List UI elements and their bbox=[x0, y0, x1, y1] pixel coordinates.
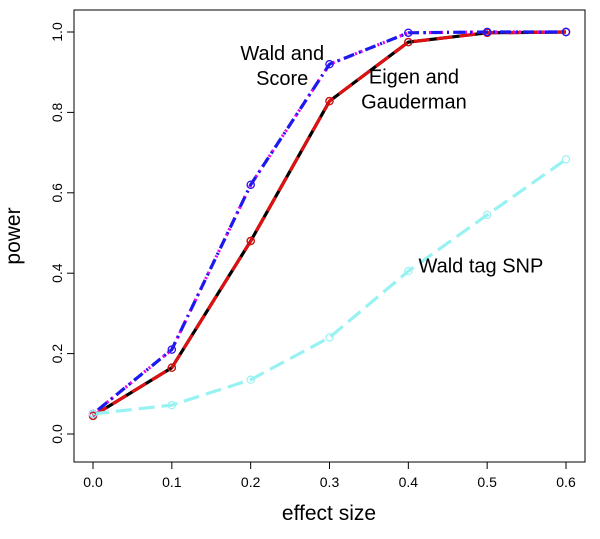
y-tick-label: 0.4 bbox=[49, 263, 65, 283]
y-axis: 0.0 0.2 0.4 0.6 0.8 1.0 bbox=[49, 22, 75, 444]
series-4-point bbox=[404, 267, 413, 276]
series-1-point bbox=[404, 37, 413, 47]
y-tick-label: 0.6 bbox=[49, 183, 65, 203]
annotation-line: Wald tag SNP bbox=[418, 255, 543, 277]
annotation-line: Score bbox=[256, 68, 308, 90]
y-tick-label: 0.0 bbox=[49, 424, 65, 444]
series-4-point bbox=[483, 210, 492, 220]
series-4-point bbox=[325, 333, 334, 342]
series-3-point bbox=[167, 345, 176, 354]
annotation-label: Eigen and Gauderman bbox=[361, 67, 467, 114]
x-tick-label: 0.6 bbox=[556, 474, 576, 490]
series-4-point bbox=[246, 375, 255, 384]
series-3-point bbox=[483, 27, 492, 37]
series-4-point bbox=[88, 409, 98, 419]
x-tick-label: 0.5 bbox=[477, 474, 497, 490]
series-1-point bbox=[246, 236, 255, 246]
series-line-4 bbox=[92, 158, 567, 416]
annotation-line: Wald and bbox=[240, 43, 324, 65]
series-3-point bbox=[246, 180, 255, 189]
x-tick-label: 0.3 bbox=[320, 474, 340, 490]
x-tick-label: 0.2 bbox=[241, 474, 261, 490]
y-tick-label: 1.0 bbox=[49, 22, 65, 42]
y-tick-label: 0.2 bbox=[49, 344, 65, 364]
x-tick-label: 0.4 bbox=[399, 474, 419, 490]
x-tick-label: 0.0 bbox=[83, 474, 103, 490]
x-axis: 0.0 0.1 0.2 0.3 0.4 0.5 0.6 bbox=[83, 461, 576, 490]
series-1-point bbox=[167, 363, 176, 372]
series-3-point bbox=[404, 28, 413, 37]
annotation-label: Wald tag SNP bbox=[418, 255, 543, 277]
y-tick-label: 0.8 bbox=[49, 102, 65, 122]
series-3-point bbox=[561, 27, 571, 37]
series-layer bbox=[88, 27, 571, 421]
x-axis-title: effect size bbox=[282, 502, 376, 525]
annotation-label: Wald and Score bbox=[240, 43, 324, 90]
plot-frame bbox=[73, 9, 586, 463]
series-line-1 bbox=[92, 30, 567, 418]
series-4-point bbox=[167, 400, 176, 410]
series-3-point bbox=[325, 59, 334, 69]
series-line-0 bbox=[92, 30, 567, 418]
series-4-point bbox=[561, 155, 571, 164]
annotation-layer: Wald and Score Eigen and Gauderman Wald tag … bbox=[240, 43, 543, 277]
series-1-point bbox=[325, 96, 334, 106]
annotation-line: Eigen and bbox=[369, 67, 459, 89]
y-axis-title: power bbox=[2, 207, 25, 264]
x-tick-label: 0.1 bbox=[162, 474, 182, 490]
series-line-3 bbox=[91, 30, 566, 416]
series-line-2 bbox=[91, 30, 566, 416]
annotation-line: Gauderman bbox=[361, 92, 467, 114]
